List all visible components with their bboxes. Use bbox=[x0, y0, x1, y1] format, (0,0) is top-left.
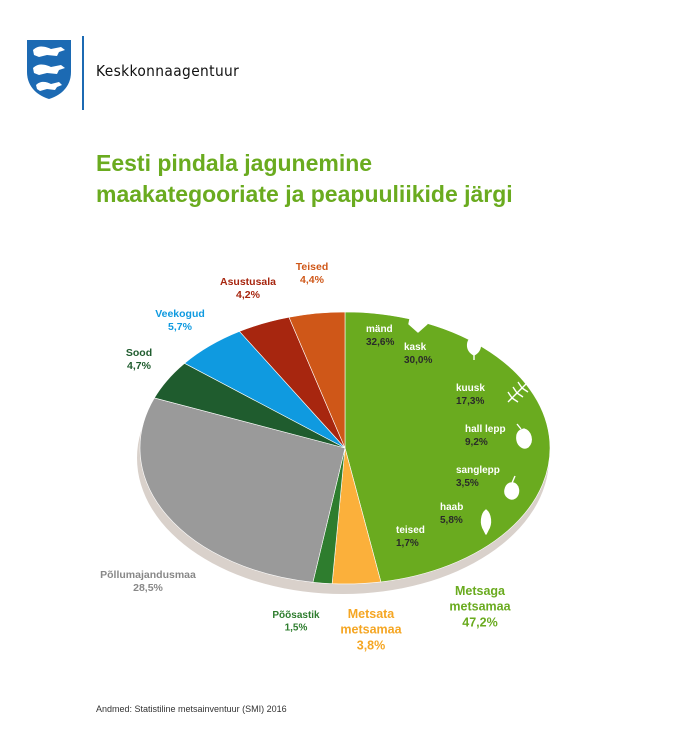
species-value-mand: 32,6% bbox=[366, 337, 394, 348]
species-value-sanglepp: 3,5% bbox=[456, 478, 479, 489]
species-value-teised: 1,7% bbox=[396, 538, 419, 549]
estonian-coat-of-arms-logo bbox=[27, 40, 71, 99]
chart-title-line-2: maakategooriate ja peapuuliikide järgi bbox=[96, 181, 513, 207]
species-label-kask: kask bbox=[404, 342, 427, 353]
slice-value-sood: 4,7% bbox=[127, 360, 152, 372]
pie-slices bbox=[139, 311, 551, 585]
slice-value-metsata-metsamaa: 3,8% bbox=[357, 638, 386, 652]
species-value-hall-lepp: 9,2% bbox=[465, 437, 488, 448]
species-label-mand: mänd bbox=[366, 324, 393, 335]
pie-slice-metsaga-metsamaa bbox=[344, 311, 551, 583]
species-label-teised: teised bbox=[396, 525, 425, 536]
slice-label-metsaga-metsamaa-line-2: metsamaa bbox=[449, 600, 511, 614]
species-value-kuusk: 17,3% bbox=[456, 396, 484, 407]
birch-leaf-icon bbox=[466, 335, 482, 360]
species-value-kask: 30,0% bbox=[404, 355, 432, 366]
chart-title-line-1: Eesti pindala jagunemine bbox=[96, 150, 373, 176]
slice-label-poosastik: Põõsastik bbox=[272, 610, 320, 621]
slice-label-asustusala: Asustusala bbox=[220, 276, 276, 288]
slice-label-pollumajandusmaa: Põllumajandusmaa bbox=[100, 569, 196, 581]
slice-label-veekogud: Veekogud bbox=[155, 308, 205, 320]
data-source-note: Andmed: Statistiline metsainventuur (SMI… bbox=[96, 704, 287, 714]
species-label-haab: haab bbox=[440, 502, 463, 513]
species-label-kuusk: kuusk bbox=[456, 383, 485, 394]
slice-label-metsata-metsamaa: Metsata bbox=[348, 607, 396, 621]
species-label-hall-lepp: hall lepp bbox=[465, 424, 506, 435]
species-label-sanglepp: sanglepp bbox=[456, 465, 500, 476]
slice-value-veekogud: 5,7% bbox=[168, 321, 193, 333]
slice-value-asustusala: 4,2% bbox=[236, 289, 261, 301]
slice-value-pollumajandusmaa: 28,5% bbox=[133, 582, 163, 594]
black-alder-leaf-icon bbox=[504, 475, 520, 500]
forest-species-breakdown: mänd 32,6% kask 30,0% kuusk 17,3% hall lepp 9,2… bbox=[366, 307, 532, 549]
grey-alder-leaf-icon bbox=[516, 423, 532, 449]
chart-title: Eesti pindala jagunemine maakategooriate… bbox=[96, 148, 656, 210]
spruce-branch-icon bbox=[507, 381, 529, 403]
pine-cone-icon bbox=[408, 307, 428, 333]
pie-slice-teised bbox=[288, 311, 346, 449]
slice-value-metsaga-metsamaa: 47,2% bbox=[462, 615, 497, 629]
land-use-pie-chart: Metsagametsamaa47,2%Metsatametsamaa3,8%P… bbox=[100, 261, 551, 652]
slice-label-teised: Teised bbox=[296, 261, 328, 273]
slice-label-metsata-metsamaa-line-2: metsamaa bbox=[340, 623, 402, 637]
pie-slice-pollumajandusmaa bbox=[139, 397, 346, 583]
slice-label-metsaga-metsamaa: Metsaga bbox=[455, 584, 506, 598]
pie-labels: Metsagametsamaa47,2%Metsatametsamaa3,8%P… bbox=[100, 261, 511, 652]
species-value-haab: 5,8% bbox=[440, 515, 463, 526]
slice-value-teised: 4,4% bbox=[300, 274, 325, 286]
aspen-leaf-icon bbox=[480, 509, 492, 535]
slice-label-sood: Sood bbox=[126, 347, 152, 359]
header-divider bbox=[82, 36, 84, 110]
agency-name: Keskkonnaagentuur bbox=[96, 62, 240, 80]
header: Keskkonnaagentuur bbox=[0, 0, 685, 110]
slice-value-poosastik: 1,5% bbox=[285, 623, 308, 634]
